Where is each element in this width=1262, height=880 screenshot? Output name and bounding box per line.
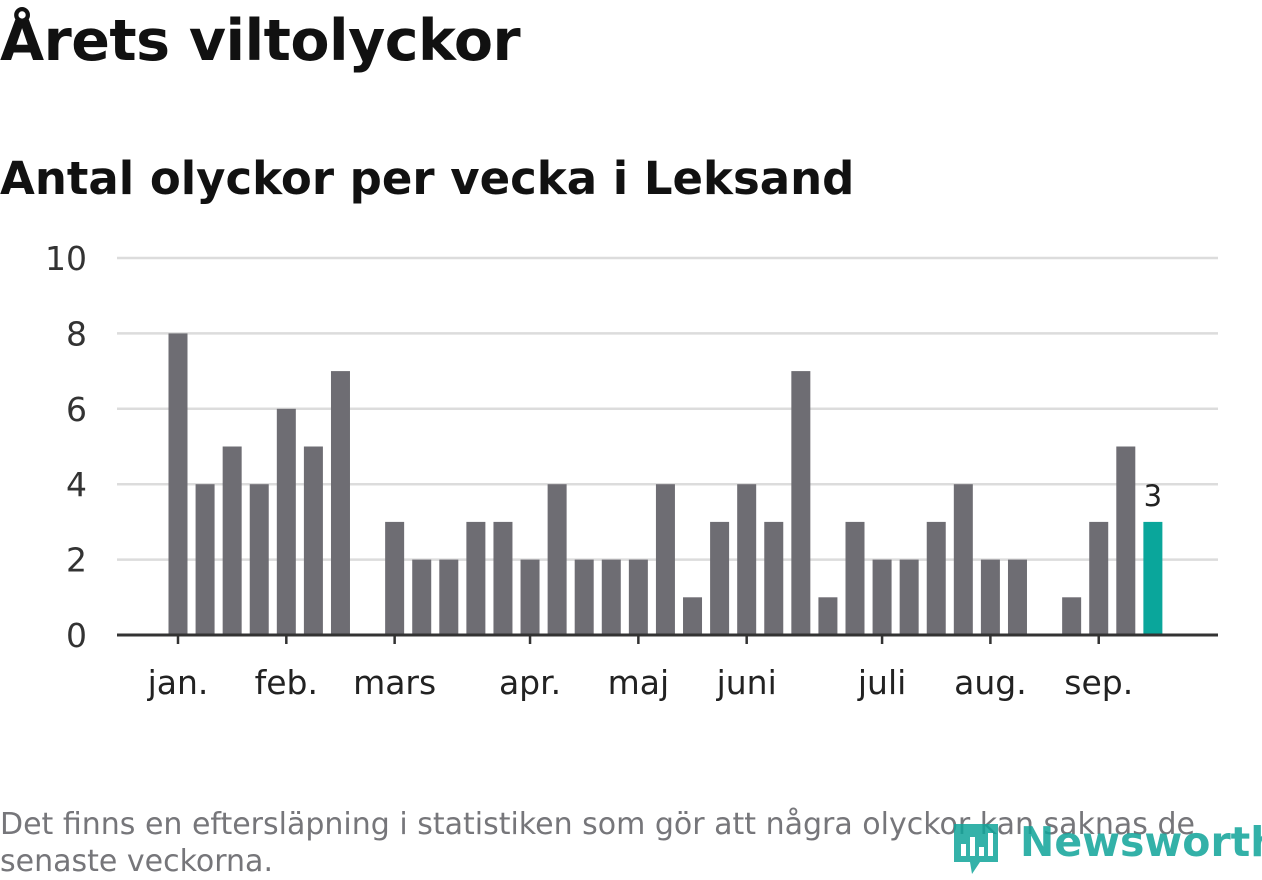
bar <box>791 371 811 635</box>
newsworthy-logo-text: Newsworthy <box>1020 818 1262 866</box>
data-labels: 3 <box>1144 479 1162 513</box>
bar <box>412 559 432 635</box>
chart-subtitle: Antal olyckor per vecka i Leksand <box>0 152 855 205</box>
footnote: Det finns en eftersläpning i statistiken… <box>0 807 1195 879</box>
x-tick-label: juli <box>857 663 906 702</box>
bar <box>466 521 486 635</box>
bar <box>980 559 1000 635</box>
bar <box>818 597 838 635</box>
y-tick-label: 6 <box>66 390 87 429</box>
x-tick-label: jan. <box>147 663 209 702</box>
bar <box>385 521 405 635</box>
bar <box>953 484 973 635</box>
bar <box>655 484 675 635</box>
bar <box>710 521 730 635</box>
y-tick-label: 10 <box>45 239 87 278</box>
newsworthy-logo-icon <box>954 824 998 874</box>
bar <box>249 484 269 635</box>
x-tick-label: juni <box>716 663 777 702</box>
bar <box>520 559 540 635</box>
x-axis-ticks: jan. feb. mars apr. maj juni juli aug. sep. <box>147 635 1133 702</box>
bar <box>574 559 594 635</box>
bar <box>872 559 892 635</box>
grid-lines <box>117 256 1218 561</box>
bar <box>1062 597 1082 635</box>
data-label: 3 <box>1144 479 1162 513</box>
x-tick-label: maj <box>608 663 670 702</box>
x-tick-label: mars <box>353 663 436 702</box>
bar <box>303 446 323 635</box>
y-tick-label: 8 <box>66 314 87 353</box>
bar <box>899 559 919 635</box>
bar <box>601 559 621 635</box>
bar <box>1143 521 1163 635</box>
y-tick-label: 2 <box>66 541 87 580</box>
bar <box>493 521 513 635</box>
bar <box>683 597 703 635</box>
bar <box>330 371 350 635</box>
bar <box>439 559 459 635</box>
bar <box>547 484 567 635</box>
bar <box>1007 559 1027 635</box>
bar <box>1116 446 1136 635</box>
bar <box>222 446 242 635</box>
chart-title: Årets viltolyckor <box>0 8 521 74</box>
bar <box>276 408 296 635</box>
x-tick-label: apr. <box>499 663 561 702</box>
y-tick-label: 0 <box>66 616 87 655</box>
bar-chart: 0 2 4 6 8 10 jan. feb. mars apr. maj juni juli aug. s… <box>45 239 1218 702</box>
y-tick-label: 4 <box>66 465 87 504</box>
y-axis-ticks: 0 2 4 6 8 10 <box>45 239 87 655</box>
bar <box>737 484 757 635</box>
x-tick-label: sep. <box>1064 663 1133 702</box>
x-tick-label: feb. <box>255 663 318 702</box>
bar <box>764 521 784 635</box>
bar <box>195 484 215 635</box>
newsworthy-logo: Newsworthy <box>950 818 1262 878</box>
bar <box>628 559 648 635</box>
x-tick-label: aug. <box>954 663 1027 702</box>
bar <box>926 521 946 635</box>
bars <box>168 333 1163 635</box>
bar <box>845 521 865 635</box>
bar <box>1089 521 1109 635</box>
bar <box>168 333 188 635</box>
